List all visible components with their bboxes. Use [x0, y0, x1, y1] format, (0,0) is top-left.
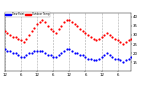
Point	[49, 29, 52, 30]
Point	[73, 23, 76, 25]
Point	[25, 54, 28, 56]
Point	[73, 52, 76, 54]
Point	[95, 60, 97, 61]
Point	[22, 41, 25, 43]
Point	[87, 58, 89, 59]
Point	[111, 56, 114, 57]
Point	[79, 54, 81, 56]
Point	[122, 62, 124, 63]
Point	[124, 41, 127, 43]
Point	[100, 56, 103, 57]
Point	[100, 36, 103, 37]
Point	[106, 32, 108, 34]
Point	[71, 21, 73, 23]
Point	[55, 56, 57, 57]
Point	[14, 36, 17, 37]
Legend: Dew Point, Outdoor Temp: Dew Point, Outdoor Temp	[5, 12, 50, 17]
Point	[17, 54, 20, 56]
Point	[124, 60, 127, 61]
Point	[30, 31, 33, 32]
Point	[17, 38, 20, 39]
Point	[57, 54, 60, 56]
Point	[55, 32, 57, 34]
Point	[20, 40, 22, 41]
Point	[52, 56, 55, 57]
Point	[92, 38, 95, 39]
Point	[108, 34, 111, 36]
Point	[4, 31, 6, 32]
Point	[28, 34, 30, 36]
Point	[28, 52, 30, 54]
Point	[119, 41, 122, 43]
Point	[65, 20, 68, 21]
Point	[68, 20, 71, 21]
Point	[60, 25, 63, 27]
Point	[90, 58, 92, 59]
Point	[41, 51, 44, 52]
Point	[71, 51, 73, 52]
Point	[14, 52, 17, 54]
Point	[25, 38, 28, 39]
Point	[6, 51, 9, 52]
Point	[127, 40, 130, 41]
Point	[12, 52, 14, 54]
Point	[90, 36, 92, 37]
Point	[44, 52, 46, 54]
Point	[98, 38, 100, 39]
Point	[76, 25, 79, 27]
Point	[39, 21, 41, 23]
Point	[30, 52, 33, 54]
Point	[60, 52, 63, 54]
Point	[108, 54, 111, 56]
Point	[84, 56, 87, 57]
Point	[106, 52, 108, 54]
Point	[116, 58, 119, 59]
Point	[95, 40, 97, 41]
Point	[4, 49, 6, 50]
Point	[47, 54, 49, 56]
Point	[114, 38, 116, 39]
Point	[36, 51, 38, 52]
Point	[103, 34, 106, 36]
Point	[81, 31, 84, 32]
Point	[87, 34, 89, 36]
Point	[68, 49, 71, 50]
Point	[22, 56, 25, 57]
Point	[111, 36, 114, 37]
Point	[33, 27, 36, 28]
Point	[52, 31, 55, 32]
Point	[65, 49, 68, 50]
Point	[103, 54, 106, 56]
Point	[44, 21, 46, 23]
Point	[20, 56, 22, 57]
Point	[9, 51, 12, 52]
Point	[49, 54, 52, 56]
Point	[47, 25, 49, 27]
Point	[6, 32, 9, 34]
Point	[63, 21, 65, 23]
Point	[81, 54, 84, 56]
Point	[36, 23, 38, 25]
Point	[33, 51, 36, 52]
Point	[130, 56, 132, 57]
Point	[127, 58, 130, 59]
Point	[98, 58, 100, 59]
Point	[76, 52, 79, 54]
Point	[41, 20, 44, 21]
Point	[130, 38, 132, 39]
Point	[122, 43, 124, 45]
Point	[114, 58, 116, 59]
Point	[57, 29, 60, 30]
Point	[92, 60, 95, 61]
Point	[12, 36, 14, 37]
Point	[79, 29, 81, 30]
Point	[84, 32, 87, 34]
Point	[119, 60, 122, 61]
Point	[116, 40, 119, 41]
Point	[63, 51, 65, 52]
Point	[39, 51, 41, 52]
Point	[9, 34, 12, 36]
